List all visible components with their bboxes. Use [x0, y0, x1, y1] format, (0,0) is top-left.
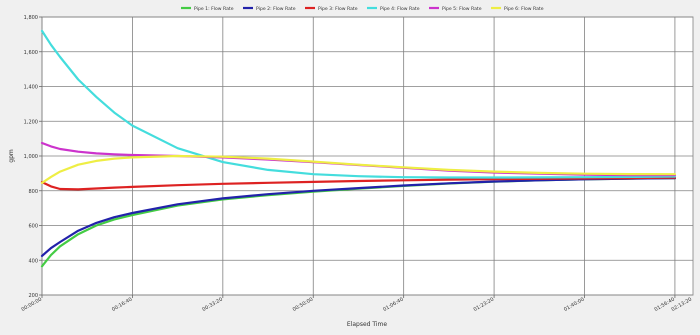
legend-label: Pipe 2: Flow Rate: [256, 6, 296, 12]
legend-label: Pipe 5: Flow Rate: [442, 6, 482, 12]
legend-item[interactable]: Pipe 6: Flow Rate: [491, 6, 544, 12]
legend-label: Pipe 4: Flow Rate: [380, 6, 420, 12]
legend-label: Pipe 3: Flow Rate: [318, 6, 358, 12]
y-tick-label: 1,400: [24, 85, 38, 91]
series-lines: [40, 29, 677, 268]
series-line-pipe-3: [40, 176, 677, 191]
y-tick-label: 200: [28, 293, 38, 299]
y-tick-label: 1,000: [24, 154, 38, 160]
legend-item[interactable]: Pipe 5: Flow Rate: [429, 6, 482, 12]
series-line-pipe-2: [40, 177, 677, 257]
y-tick-label: 1,600: [24, 50, 38, 56]
y-tick-label: 600: [28, 224, 38, 230]
legend-item[interactable]: Pipe 3: Flow Rate: [305, 6, 358, 12]
legend-item[interactable]: Pipe 1: Flow Rate: [181, 6, 234, 12]
x-axis: 00:00:00 00:16:40 00:33:20 00:50:00 01:06:40…: [21, 295, 693, 313]
x-tick-label: 00:33:20: [201, 297, 223, 313]
legend-label: Pipe 6: Flow Rate: [504, 6, 544, 12]
y-tick-label: 800: [28, 189, 38, 195]
legend-item[interactable]: Pipe 4: Flow Rate: [367, 6, 420, 12]
x-tick-label: 00:50:00: [292, 297, 314, 313]
y-axis: 200 400 600 800 1,000 1,200 1,400 1,600 1,800: [24, 15, 42, 299]
x-tick-label: 01:06:40: [382, 297, 404, 313]
legend-label: Pipe 1: Flow Rate: [194, 6, 234, 12]
x-tick-label: 01:23:20: [473, 297, 495, 313]
x-tick-label: 01:40:00: [563, 297, 585, 313]
x-axis-title: Elapsed Time: [347, 321, 387, 328]
x-tick-label: 00:16:40: [111, 297, 133, 313]
x-tick-label: 00:00:00: [21, 297, 43, 313]
y-axis-title: gpm: [8, 149, 15, 163]
series-line-pipe-6: [40, 154, 677, 184]
series-line-pipe-4: [40, 29, 677, 179]
y-tick-label: 400: [28, 258, 38, 264]
y-tick-label: 1,800: [24, 15, 38, 21]
legend-item[interactable]: Pipe 2: Flow Rate: [243, 6, 296, 12]
y-tick-label: 1,200: [24, 119, 38, 125]
legend[interactable]: Pipe 1: Flow Rate Pipe 2: Flow Rate Pipe 3…: [181, 6, 544, 12]
